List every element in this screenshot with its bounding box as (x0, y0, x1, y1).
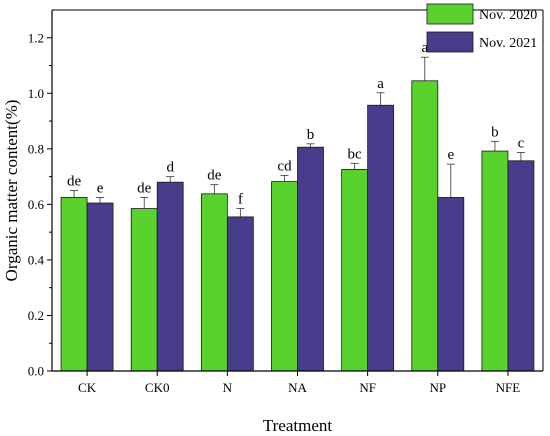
bar-ck-2020 (60, 197, 88, 372)
bar-ck-2021 (86, 202, 114, 372)
significance-label: de (207, 168, 222, 184)
y-tick-label: 0.6 (28, 197, 45, 212)
y-tick-label: 0.0 (28, 364, 44, 379)
y-tick-label: 1.2 (28, 30, 44, 45)
significance-label: de (67, 174, 82, 190)
y-axis-title: Organic matter content(%) (2, 100, 21, 282)
bar-n-2020 (200, 193, 228, 372)
x-tick-label: CK (78, 380, 97, 395)
bar-nf-2021 (367, 104, 395, 372)
legend-swatch-2021 (426, 31, 474, 53)
bar-nfe-2021 (507, 160, 535, 372)
significance-label: b (307, 127, 315, 143)
y-tick-label: 0.4 (28, 252, 45, 267)
significance-label: a (377, 76, 384, 92)
legend: Nov. 2020 Nov. 2021 (426, 3, 537, 53)
significance-label: d (166, 160, 174, 176)
bar-na-2021 (297, 146, 324, 372)
x-tick-label: NA (288, 380, 307, 395)
bar-ck0-2020 (130, 208, 158, 372)
significance-label: a (421, 40, 428, 56)
bar-n-2021 (226, 216, 254, 372)
x-tick-label: NFE (496, 380, 521, 395)
significance-label: cd (277, 159, 292, 175)
significance-label: de (137, 180, 152, 196)
significance-label: bc (348, 146, 363, 162)
significance-label: e (447, 147, 454, 163)
significance-label: c (518, 135, 525, 151)
x-tick-label: NP (429, 380, 446, 395)
y-tick-label: 1.0 (28, 86, 44, 101)
y-tick-label: 0.8 (28, 141, 44, 156)
x-tick-label: N (223, 380, 233, 395)
x-tick-label: NF (359, 380, 376, 395)
bar-ck0-2021 (156, 181, 184, 372)
axes: 0.0 0.2 0.4 0.6 0.8 1.0 1.2 CK CK0 N NA NF NP NFE (28, 9, 544, 395)
x-axis-title: Treatment (263, 416, 333, 435)
legend-label: Nov. 2021 (479, 36, 537, 51)
legend-swatch-2020 (426, 3, 474, 25)
bar-np-2021 (437, 197, 465, 372)
legend-label: Nov. 2020 (479, 8, 537, 23)
bar-nf-2020 (341, 168, 369, 372)
bar-nfe-2020 (481, 150, 509, 372)
x-tick-label: CK0 (145, 380, 170, 395)
significance-label: f (238, 192, 243, 208)
y-tick-label: 0.2 (28, 308, 44, 323)
plot-area: de de de cd bc a b e d f b a e c (60, 40, 535, 372)
significance-label: e (97, 180, 104, 196)
bar-na-2020 (271, 181, 298, 372)
significance-label: b (491, 124, 499, 140)
bar-np-2020 (411, 80, 439, 372)
